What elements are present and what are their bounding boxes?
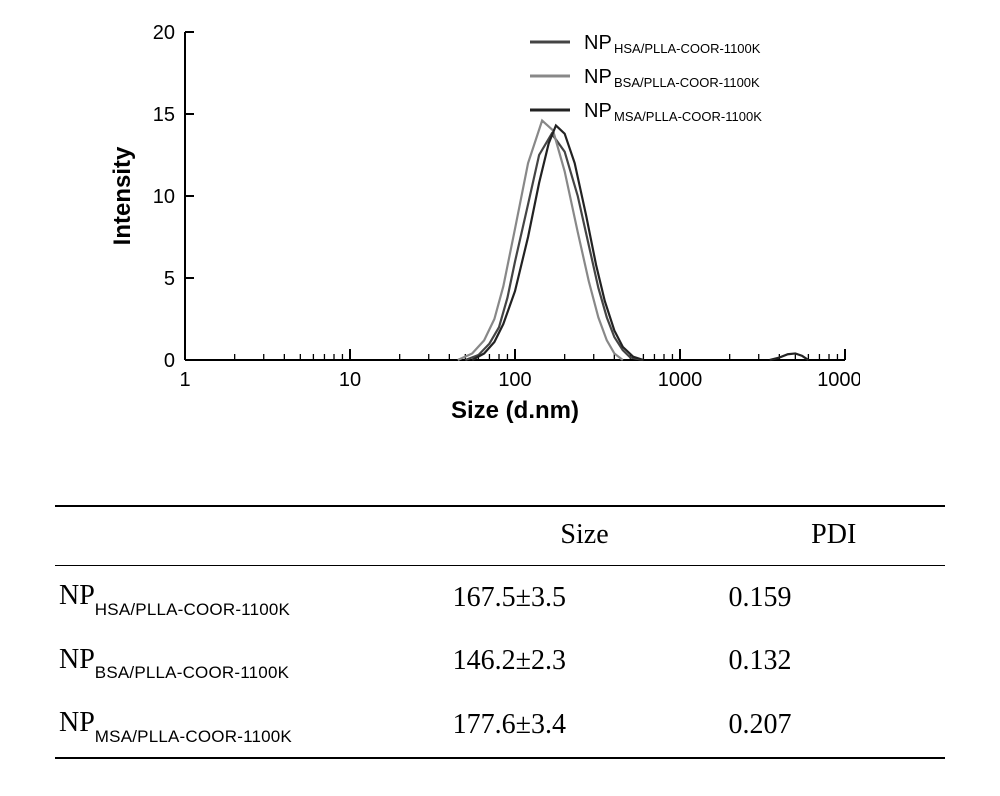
y-tick-label: 15 xyxy=(153,104,175,126)
row3-size: 177.6±3.4 xyxy=(447,693,723,758)
legend-label-main: NP xyxy=(584,100,612,122)
x-tick-label: 1000 xyxy=(658,369,703,391)
y-tick-label: 5 xyxy=(164,268,175,290)
table-row: NPMSA/PLLA-COOR-1100K 177.6±3.4 0.207 xyxy=(55,693,945,758)
x-tick-label: 10000 xyxy=(817,369,860,391)
row3-name: NPMSA/PLLA-COOR-1100K xyxy=(55,693,447,758)
chart-svg: 0 5 10 15 20 1 10 100 1000 10000 Size (d.nm) Intens… xyxy=(100,20,860,440)
legend-label-main: NP xyxy=(584,32,612,54)
col-blank xyxy=(55,506,447,566)
series-msa xyxy=(472,125,643,360)
figure-page: 0 5 10 15 20 1 10 100 1000 10000 Size (d.nm) Intens… xyxy=(0,0,1000,796)
row1-name: NPHSA/PLLA-COOR-1100K xyxy=(55,566,447,630)
np-label: NP xyxy=(59,707,95,738)
legend-label-sub: MSA/PLLA-COOR-1100K xyxy=(614,109,762,124)
size-distribution-chart: 0 5 10 15 20 1 10 100 1000 10000 Size (d.nm) Intens… xyxy=(100,20,860,440)
legend-label-sub: BSA/PLLA-COOR-1100K xyxy=(614,75,760,90)
table-row: NPBSA/PLLA-COOR-1100K 146.2±2.3 0.132 xyxy=(55,630,945,694)
row1-size: 167.5±3.5 xyxy=(447,566,723,630)
y-tick-label: 0 xyxy=(164,350,175,372)
legend-label-main: NP xyxy=(584,66,612,88)
col-size: Size xyxy=(447,506,723,566)
row1-pdi: 0.159 xyxy=(722,566,945,630)
np-subscript: BSA/PLLA-COOR-1100K xyxy=(95,663,289,682)
sample-table: Size PDI NPHSA/PLLA-COOR-1100K 167.5±3.5… xyxy=(55,505,945,759)
row2-name: NPBSA/PLLA-COOR-1100K xyxy=(55,630,447,694)
row2-pdi: 0.132 xyxy=(722,630,945,694)
x-tick-label: 100 xyxy=(498,369,531,391)
row2-size: 146.2±2.3 xyxy=(447,630,723,694)
sample-table-wrap: Size PDI NPHSA/PLLA-COOR-1100K 167.5±3.5… xyxy=(55,505,945,759)
x-tick-label: 10 xyxy=(339,369,361,391)
np-subscript: MSA/PLLA-COOR-1100K xyxy=(95,727,292,746)
y-axis-title: Intensity xyxy=(109,146,136,245)
np-subscript: HSA/PLLA-COOR-1100K xyxy=(95,600,290,619)
x-tick-label: 1 xyxy=(179,369,190,391)
table-row: NPHSA/PLLA-COOR-1100K 167.5±3.5 0.159 xyxy=(55,566,945,630)
row3-pdi: 0.207 xyxy=(722,693,945,758)
legend-label-sub: HSA/PLLA-COOR-1100K xyxy=(614,41,761,56)
np-label: NP xyxy=(59,580,95,611)
col-pdi: PDI xyxy=(722,506,945,566)
y-tick-label: 20 xyxy=(153,22,175,44)
table-header-row: Size PDI xyxy=(55,506,945,566)
series-bsa xyxy=(458,121,623,360)
x-axis-title: Size (d.nm) xyxy=(451,397,579,424)
np-label: NP xyxy=(59,644,95,675)
y-tick-label: 10 xyxy=(153,186,175,208)
